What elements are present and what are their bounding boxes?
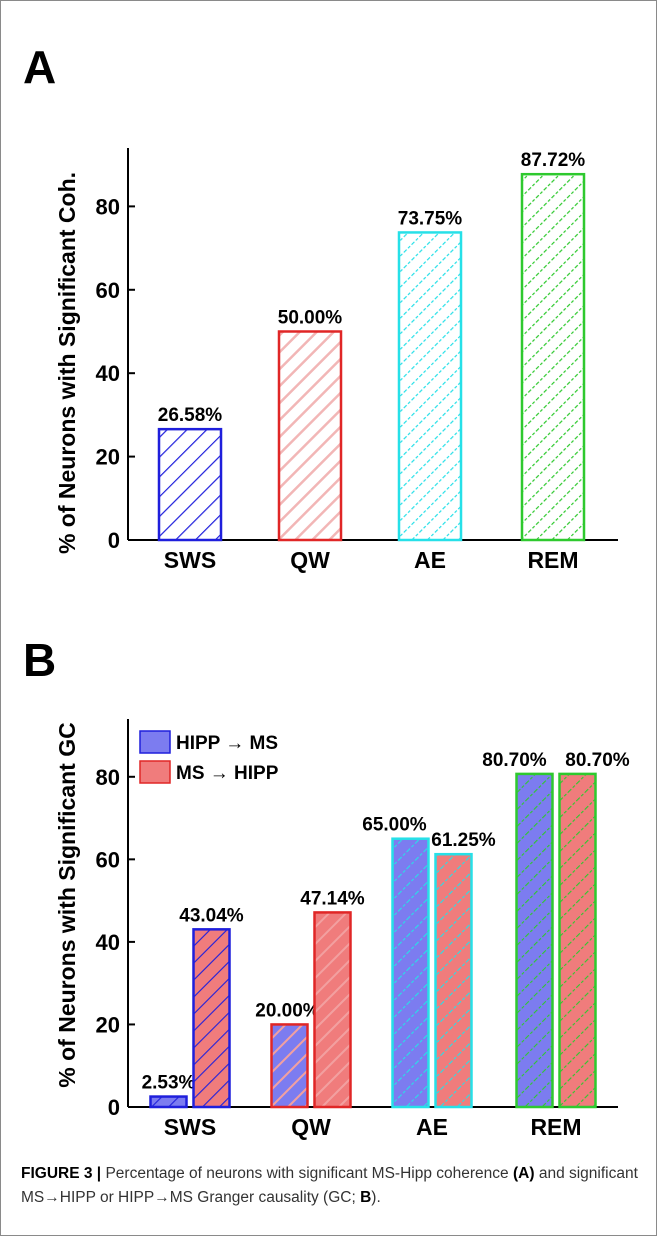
- legend-label-ms-to-hipp: MS → HIPP: [176, 763, 279, 784]
- panel-b-y-tick-label: 0: [108, 1095, 120, 1120]
- figure-caption: FIGURE 3 | Percentage of neurons with si…: [21, 1162, 641, 1210]
- panel-b-category-label-sws: SWS: [164, 1114, 216, 1140]
- panel-a-y-tick-label: 80: [96, 194, 120, 219]
- panel-b-letter: B: [23, 634, 56, 686]
- panel-a-category-label-rem: REM: [527, 547, 578, 573]
- panel-b-bar-ae-ms-to-hipp: [434, 852, 473, 1109]
- panel-a-value-label-ae: 73.75%: [398, 208, 463, 229]
- panel-a-y-tick-label: 20: [96, 445, 120, 470]
- panel-b-y-tick-label: 60: [96, 847, 120, 872]
- panel-b-value-label-ae-ms-to-hipp: 61.25%: [431, 830, 496, 851]
- figure-svg: A 0 20 40 60 80 26.58% SWS 50.00% QW 73.75% AE 87.7…: [23, 41, 630, 1140]
- caption-label: FIGURE 3 |: [21, 1165, 102, 1182]
- legend-swatch-hipp-to-ms: [139, 730, 171, 754]
- panel-b-y-axis-label: % of Neurons with Significant GC: [54, 722, 80, 1087]
- panel-b-value-label-rem-ms-to-hipp: 80.70%: [565, 750, 630, 771]
- panel-b-value-label-qw-hipp-to-ms: 20.00%: [255, 1000, 320, 1021]
- panel-a-bar-ae: [397, 231, 463, 542]
- panel-a-value-label-rem: 87.72%: [521, 150, 586, 171]
- panel-a-value-label-qw: 50.00%: [278, 307, 343, 328]
- panel-b-category-label-qw: QW: [291, 1114, 331, 1140]
- panel-b-value-label-rem-hipp-to-ms: 80.70%: [482, 750, 547, 771]
- panel-a-value-label-sws: 26.58%: [158, 405, 223, 426]
- panel-a-axes: 0 20 40 60 80 26.58% SWS 50.00% QW 73.75% AE 87.72%…: [96, 148, 618, 573]
- panel-b-value-label-qw-ms-to-hipp: 47.14%: [300, 888, 365, 909]
- panel-b-bar-sws-hipp-to-ms: [149, 1095, 188, 1109]
- panel-b-value-label-ae-hipp-to-ms: 65.00%: [362, 815, 427, 836]
- panel-b-y-tick-label: 40: [96, 930, 120, 955]
- panel-a-category-label-ae: AE: [414, 547, 446, 573]
- panel-a-category-label-qw: QW: [290, 547, 330, 573]
- panel-a-y-axis-label: % of Neurons with Significant Coh.: [54, 172, 80, 554]
- panel-b-bar-rem-ms-to-hipp: [558, 772, 597, 1109]
- panel-b-bar-ae-hipp-to-ms: [391, 837, 430, 1109]
- panel-a-y-tick-label: 0: [108, 528, 120, 553]
- panel-b-category-label-ae: AE: [416, 1114, 448, 1140]
- caption-ref-b: B: [360, 1189, 372, 1206]
- panel-a-y-tick-label: 40: [96, 361, 120, 386]
- panel-b-bar-qw-ms-to-hipp: [313, 911, 352, 1109]
- panel-b-y-tick-label: 20: [96, 1012, 120, 1037]
- legend-label-hipp-to-ms: HIPP → MS: [176, 733, 278, 754]
- panel-b-category-label-rem: REM: [530, 1114, 581, 1140]
- panel-a-category-label-sws: SWS: [164, 547, 216, 573]
- caption-text-2: and significant MS→HIPP or HIPP→MS Grang…: [21, 1165, 638, 1206]
- panel-b-bar-qw-hipp-to-ms: [270, 1023, 309, 1109]
- caption-ref-a: (A): [512, 1165, 535, 1182]
- panel-b-legend: HIPP → MS MS → HIPP: [139, 730, 279, 784]
- panel-a-bar-rem: [520, 172, 586, 542]
- caption-text-1: Percentage of neurons with significant M…: [101, 1165, 513, 1182]
- panel-a-y-tick-label: 60: [96, 278, 120, 303]
- caption-text-3: ).: [371, 1189, 381, 1206]
- panel-b-value-label-sws-ms-to-hipp: 43.04%: [179, 905, 244, 926]
- panel-b-value-label-sws-hipp-to-ms: 2.53%: [142, 1073, 196, 1094]
- panel-a-bar-sws: [157, 427, 223, 542]
- panel-b-bar-sws-ms-to-hipp: [192, 928, 231, 1109]
- legend-swatch-ms-to-hipp: [139, 760, 171, 784]
- panel-a-letter: A: [23, 41, 56, 93]
- panel-b-axes: 0 20 40 60 80 2.53% 43.04% SWS 20.00% 47.14% QW 65.…: [96, 719, 630, 1140]
- panel-b-bar-rem-hipp-to-ms: [515, 772, 554, 1109]
- panel-b-y-tick-label: 80: [96, 765, 120, 790]
- panel-a-bar-qw: [277, 330, 343, 542]
